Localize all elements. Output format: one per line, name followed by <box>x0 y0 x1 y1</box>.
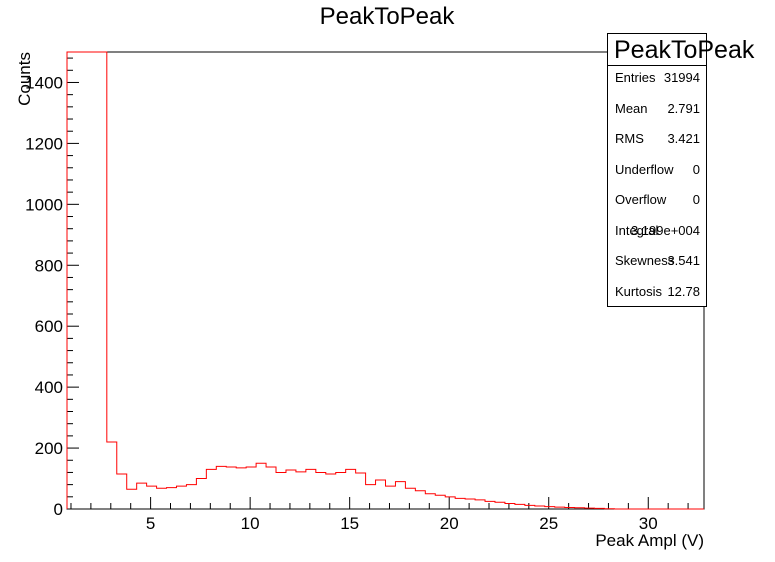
stats-row: Skewness 3.541 <box>615 252 700 270</box>
y-tick-label: 0 <box>54 500 63 519</box>
stats-row: Integral 3.199e+004 <box>615 222 700 240</box>
y-axis-label: Counts <box>15 52 34 106</box>
stats-row-name: RMS <box>615 131 644 146</box>
stats-row: Overflow 0 <box>615 191 700 209</box>
y-tick-label: 1400 <box>25 73 63 92</box>
y-tick-label: 400 <box>35 378 63 397</box>
stats-row-value: 12.78 <box>667 283 700 299</box>
stats-row-value: 0 <box>692 161 700 177</box>
stats-row-name: Overflow <box>615 192 667 207</box>
x-tick-label: 20 <box>440 514 459 533</box>
stats-row: Mean 2.791 <box>615 100 700 118</box>
stats-row-name: Integral <box>615 222 659 238</box>
x-tick-label: 15 <box>340 514 359 533</box>
stats-row-value: 3.541 <box>667 253 700 268</box>
x-tick-label: 10 <box>241 514 260 533</box>
stats-row: Underflow 0 <box>615 161 700 179</box>
y-tick-label: 200 <box>35 439 63 458</box>
stats-row: RMS 3.421 <box>615 130 700 148</box>
y-tick-label: 1000 <box>25 195 63 214</box>
stats-row-name: Underflow <box>615 161 674 177</box>
stats-row-value: 3.421 <box>667 131 700 146</box>
y-tick-label: 600 <box>35 317 63 336</box>
stats-row-name: Skewness <box>615 253 675 268</box>
x-tick-label: 30 <box>639 514 658 533</box>
stats-row-name: Mean <box>615 100 648 116</box>
x-axis-label: Peak Ampl (V) <box>595 531 704 550</box>
axis-ticks <box>67 57 689 510</box>
y-tick-label: 1200 <box>25 134 63 153</box>
y-tick-label: 800 <box>35 256 63 275</box>
stats-row-value: 3.199e+004 <box>630 222 700 238</box>
stats-row: Kurtosis 12.78 <box>615 283 700 301</box>
stats-row: Entries 31994 <box>615 69 700 87</box>
histogram-series <box>66 51 704 510</box>
stats-row-value: 2.791 <box>667 100 700 116</box>
stats-row-name: Kurtosis <box>615 283 662 299</box>
stats-box: PeakToPeak Entries 31994 Mean 2.791 RMS 3.421… <box>607 33 754 307</box>
x-tick-label: 25 <box>539 514 558 533</box>
stats-row-value: 0 <box>692 192 700 207</box>
stats-title: PeakToPeak <box>608 34 754 66</box>
stats-row-value: 31994 <box>663 70 700 85</box>
chart-title: PeakToPeak <box>320 3 456 30</box>
x-tick-label: 5 <box>146 514 155 533</box>
stats-row-name: Entries <box>615 70 656 85</box>
axis-tick-labels: 5 10 15 20 25 30 0 200 400 600 800 1000 1200 1400 <box>25 73 658 533</box>
